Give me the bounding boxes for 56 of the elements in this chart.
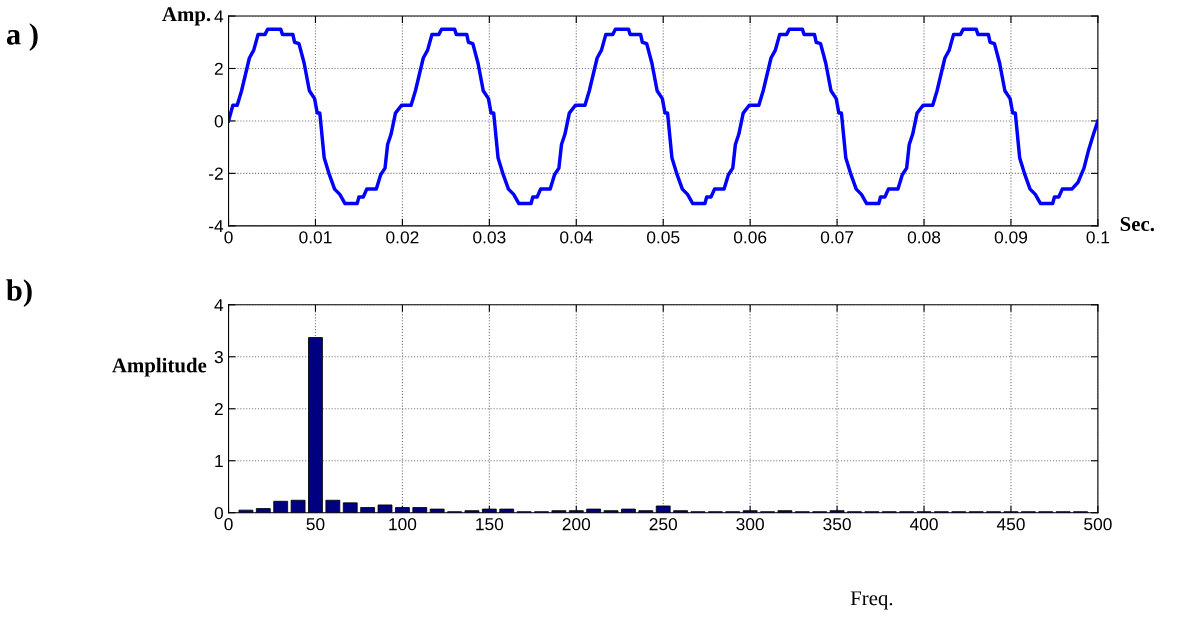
- x-tick-label: 100: [389, 518, 417, 531]
- x-tick-label: 300: [736, 518, 764, 531]
- y-tick-label: 2: [214, 402, 223, 416]
- y-tick-label: 2: [214, 62, 223, 75]
- bar: [586, 508, 602, 513]
- y-tick-label: -4: [209, 220, 224, 233]
- x-tick-label: 0: [224, 518, 233, 531]
- bar: [412, 507, 428, 513]
- bar: [255, 508, 271, 513]
- bar: [325, 499, 341, 513]
- bar: [499, 508, 515, 513]
- text: a ): [6, 23, 38, 51]
- bar: [360, 507, 376, 513]
- text: b): [6, 279, 32, 307]
- y-tick-label: 4: [214, 10, 224, 23]
- y-tick-label: -2: [209, 167, 223, 180]
- bar: [273, 500, 289, 513]
- bar: [290, 499, 306, 513]
- x-tick-label: 0.07: [820, 231, 854, 244]
- x-axis-title: Freq.: [850, 591, 893, 610]
- y-tick-label: 1: [215, 455, 223, 468]
- bar: [481, 508, 497, 513]
- bar: [377, 504, 393, 513]
- x-tick-label: 50: [306, 518, 325, 531]
- y-axis-title: Amp.: [162, 7, 211, 26]
- bar: [395, 507, 410, 513]
- x-tick-label: 0.09: [994, 231, 1028, 244]
- bar: [238, 509, 254, 513]
- x-tick-label: 150: [476, 518, 504, 531]
- x-tick-label: 350: [823, 518, 851, 531]
- bar: [621, 508, 636, 513]
- bar: [429, 508, 445, 513]
- x-tick-label: 200: [562, 518, 591, 531]
- y-tick-label: 0: [214, 506, 223, 520]
- y-tick-label: 3: [214, 350, 223, 364]
- y-tick-label: 0: [214, 115, 223, 128]
- x-tick-label: 0.03: [473, 231, 506, 244]
- x-tick-label: 0.05: [647, 231, 680, 244]
- line-series: [228, 27, 1098, 206]
- x-tick-label: 0: [224, 231, 233, 244]
- bar: [655, 505, 671, 513]
- x-tick-label: 0.01: [299, 231, 332, 244]
- x-tick-label: 400: [909, 518, 938, 531]
- y-axis-title: Amplitude: [112, 357, 207, 377]
- x-tick-label: 250: [649, 518, 678, 531]
- x-tick-label: 0.1: [1086, 231, 1110, 244]
- x-axis-title: Sec.: [1120, 217, 1154, 232]
- y-tick-label: 4: [214, 299, 224, 312]
- x-tick-label: 0.06: [733, 231, 767, 244]
- x-tick-label: 0.04: [560, 231, 593, 244]
- x-tick-label: 0.02: [386, 231, 419, 244]
- x-tick-label: 0.08: [907, 231, 941, 244]
- bar: [342, 502, 358, 513]
- bar: [308, 337, 323, 513]
- x-tick-label: 500: [1084, 518, 1112, 531]
- x-tick-label: 450: [996, 518, 1025, 531]
